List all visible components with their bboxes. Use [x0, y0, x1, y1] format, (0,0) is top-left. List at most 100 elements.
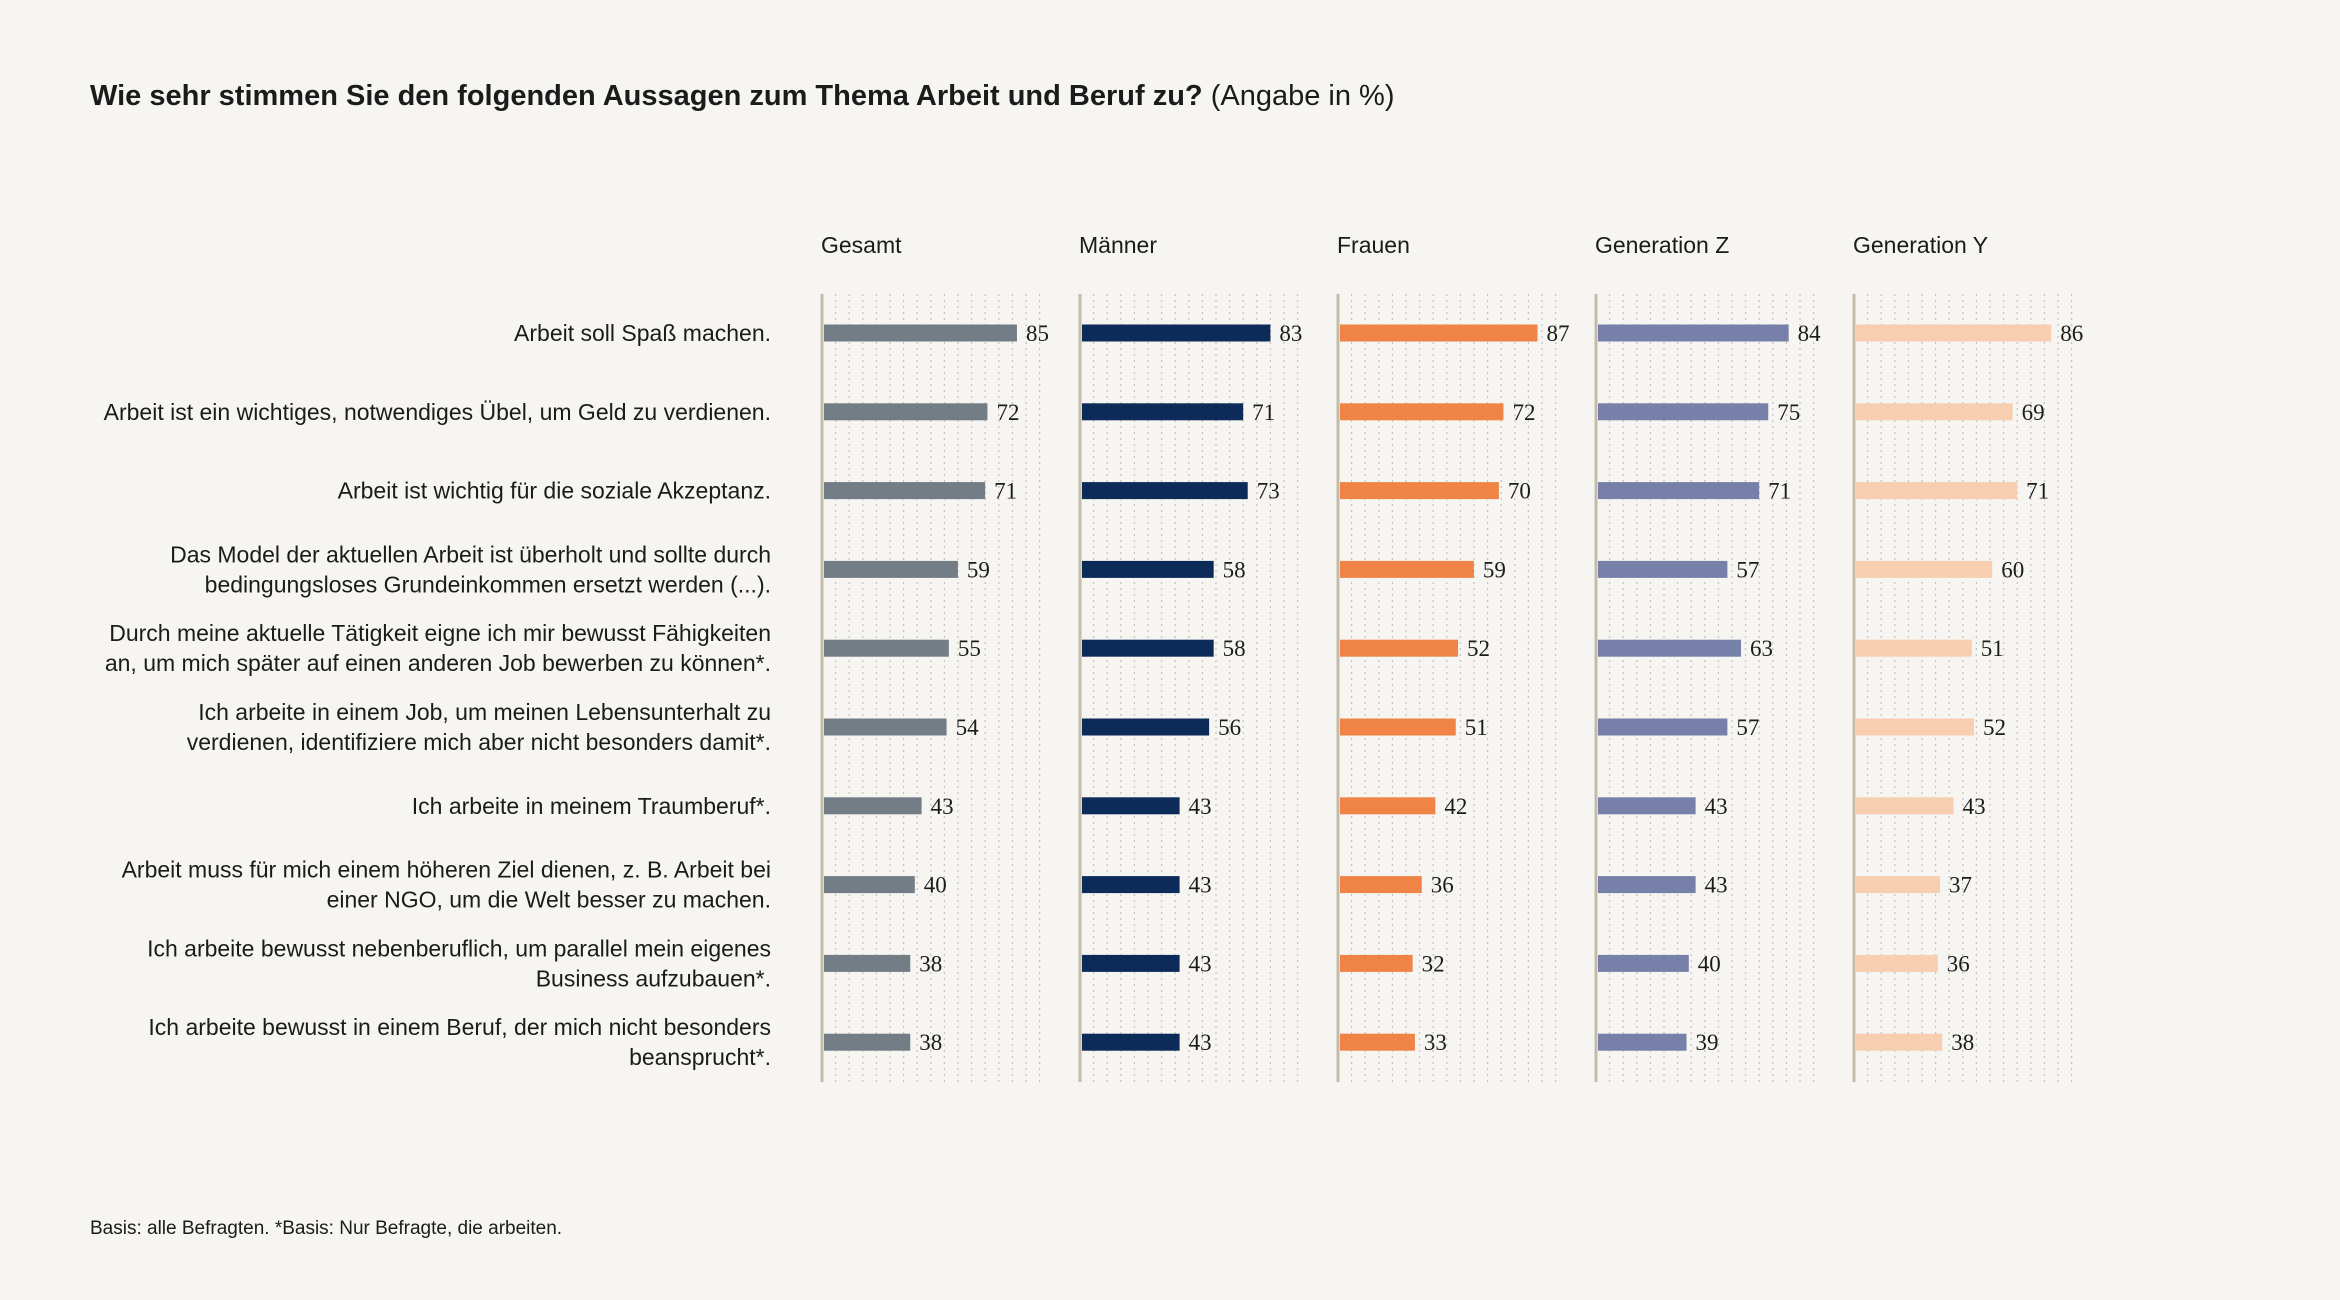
bar	[1598, 560, 1728, 578]
bar	[1082, 324, 1271, 342]
value-label: 38	[1951, 1030, 1974, 1055]
bar	[1856, 560, 1993, 578]
value-label: 75	[1777, 400, 1800, 425]
value-label: 43	[1189, 794, 1212, 819]
bar	[1856, 718, 1975, 736]
value-label: 71	[1252, 400, 1275, 425]
value-label: 84	[1798, 321, 1822, 346]
value-label: 36	[1947, 951, 1970, 976]
value-label: 51	[1465, 715, 1488, 740]
bar	[1340, 324, 1538, 342]
bar	[1856, 797, 1954, 815]
value-label: 43	[1705, 794, 1728, 819]
value-label: 57	[1736, 715, 1759, 740]
bar	[1082, 954, 1180, 972]
bar	[1340, 718, 1456, 736]
bar	[1082, 1033, 1180, 1051]
value-label: 52	[1983, 715, 2006, 740]
value-label: 43	[1189, 873, 1212, 898]
bar	[824, 718, 947, 736]
value-label: 43	[931, 794, 954, 819]
bar	[1082, 482, 1248, 500]
bar	[1598, 718, 1728, 736]
series-header-4: Generation Z	[1595, 232, 1729, 258]
value-label: 57	[1736, 557, 1759, 582]
bar	[824, 1033, 911, 1051]
bar	[824, 560, 958, 578]
bar	[1598, 324, 1789, 342]
value-label: 38	[919, 1030, 942, 1055]
bar	[1082, 403, 1244, 421]
bar	[1082, 560, 1214, 578]
bar	[1340, 403, 1504, 421]
bar	[824, 876, 915, 894]
value-label: 71	[2026, 479, 2049, 504]
value-label: 38	[919, 951, 942, 976]
value-label: 60	[2001, 557, 2024, 582]
chart-title-unit-note: (Angabe in %)	[1210, 80, 1395, 112]
value-label: 42	[1444, 794, 1467, 819]
value-label: 58	[1223, 557, 1246, 582]
value-label: 39	[1696, 1030, 1719, 1055]
series-header-2: Männer	[1079, 232, 1157, 258]
bar	[1856, 403, 2013, 421]
category-label: Ich arbeite in meinem Traumberuf*.	[412, 793, 771, 819]
bar	[1856, 954, 1938, 972]
category-label: Arbeit soll Spaß machen.	[514, 320, 771, 346]
value-label: 63	[1750, 636, 1773, 661]
bar	[1856, 482, 2018, 500]
chart-title: Wie sehr stimmen Sie den folgenden Aussa…	[90, 80, 1394, 113]
bar	[1340, 876, 1422, 894]
value-label: 36	[1431, 873, 1454, 898]
value-label: 56	[1218, 715, 1241, 740]
value-label: 32	[1422, 951, 1445, 976]
bar	[824, 954, 911, 972]
value-label: 33	[1424, 1030, 1447, 1055]
value-label: 43	[1189, 1030, 1212, 1055]
value-label: 52	[1467, 636, 1490, 661]
bar	[1340, 797, 1436, 815]
bar	[1598, 403, 1769, 421]
value-label: 87	[1546, 321, 1569, 346]
value-label: 43	[1189, 951, 1212, 976]
category-label: Das Model der aktuellen Arbeit ist überh…	[170, 541, 771, 597]
category-label: Arbeit ist wichtig für die soziale Akzep…	[338, 478, 771, 504]
bar	[1598, 1033, 1687, 1051]
bar	[1082, 797, 1180, 815]
value-label: 51	[1981, 636, 2004, 661]
category-label: Ich arbeite in einem Job, um meinen Lebe…	[187, 699, 771, 755]
value-label: 70	[1508, 479, 1531, 504]
value-label: 40	[1698, 951, 1721, 976]
bar	[1340, 639, 1459, 657]
bar	[1598, 876, 1696, 894]
value-label: 43	[1963, 794, 1986, 819]
category-label: Arbeit muss für mich einem höheren Ziel …	[122, 857, 771, 913]
category-label: Ich arbeite bewusst in einem Beruf, der …	[148, 1014, 771, 1070]
value-label: 86	[2060, 321, 2083, 346]
value-label: 83	[1279, 321, 1302, 346]
category-label: Arbeit ist ein wichtiges, notwendiges Üb…	[104, 399, 771, 425]
bar	[824, 482, 986, 500]
chart-title-question: Wie sehr stimmen Sie den folgenden Aussa…	[90, 80, 1203, 112]
bar	[1340, 482, 1499, 500]
bar	[1598, 797, 1696, 815]
bar	[824, 324, 1017, 342]
value-label: 69	[2022, 400, 2045, 425]
bar	[1598, 639, 1742, 657]
category-label: Durch meine aktuelle Tätigkeit eigne ich…	[105, 620, 771, 676]
bar	[1598, 482, 1760, 500]
series-header-5: Generation Y	[1853, 232, 1988, 258]
bar	[1598, 954, 1689, 972]
bar	[1856, 639, 1972, 657]
bar	[1856, 876, 1940, 894]
series-header-1: Gesamt	[821, 232, 902, 258]
bar	[1856, 1033, 1943, 1051]
value-label: 58	[1223, 636, 1246, 661]
value-label: 59	[1483, 557, 1506, 582]
value-label: 40	[924, 873, 947, 898]
footnote: Basis: alle Befragten. *Basis: Nur Befra…	[90, 1218, 563, 1239]
value-label: 73	[1257, 479, 1280, 504]
bar	[824, 403, 988, 421]
value-label: 55	[958, 636, 981, 661]
